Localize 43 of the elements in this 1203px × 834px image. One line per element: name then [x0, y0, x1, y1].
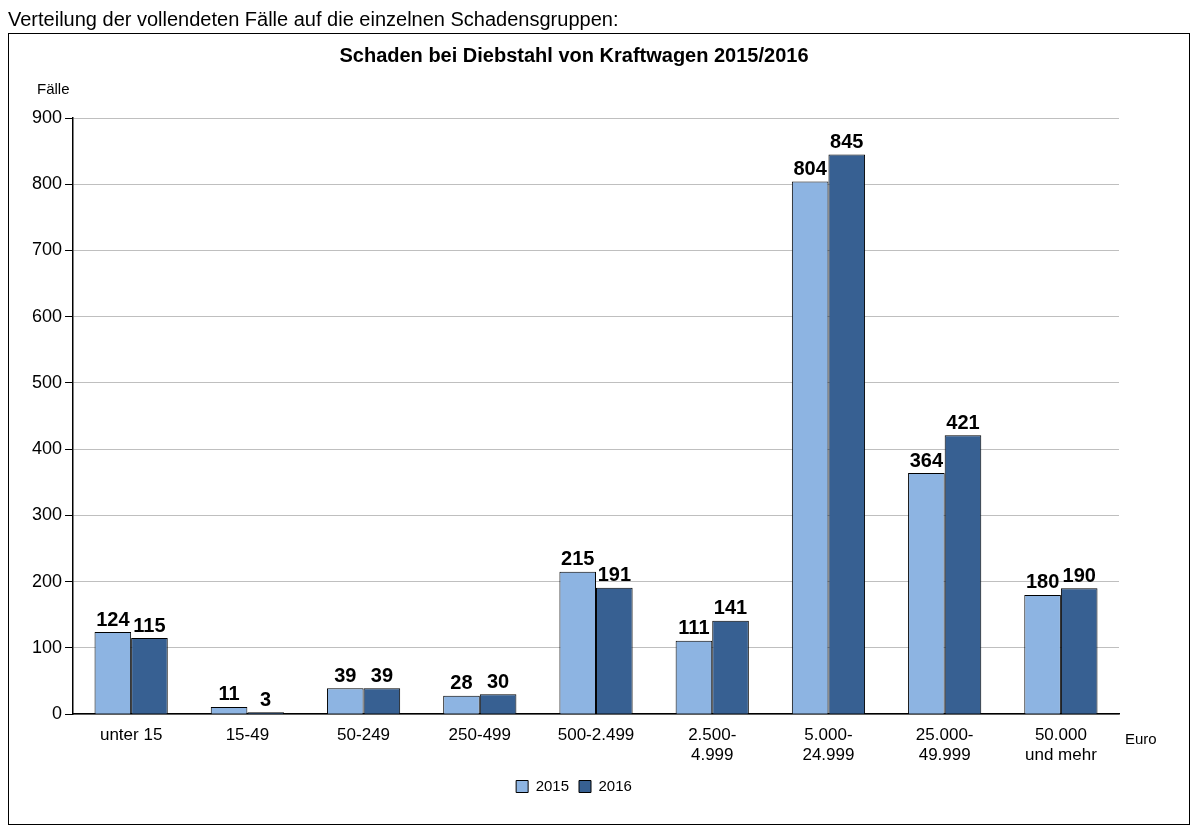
legend-label: 2015	[535, 776, 570, 794]
y-tick-label: 700	[31, 239, 63, 260]
y-tick-label: 500	[31, 371, 63, 392]
y-axis-title: Fälle	[37, 80, 70, 97]
x-tick-label: 500-2.499	[557, 725, 635, 745]
x-tick-label: unter 15	[99, 725, 163, 745]
y-tick-label: 800	[31, 173, 63, 194]
data-label: 141	[713, 596, 748, 619]
data-label: 3	[260, 687, 272, 710]
data-label: 845	[830, 129, 864, 152]
data-label: 215	[561, 547, 595, 570]
x-axis-title: Euro	[1125, 730, 1157, 748]
data-label: 124	[96, 607, 131, 630]
y-tick-label: 100	[31, 636, 63, 657]
y-tick-label: 300	[31, 504, 63, 525]
data-label: 180	[1025, 570, 1060, 593]
y-tick-label: 900	[31, 106, 63, 127]
data-label: 421	[946, 410, 980, 433]
x-tick-label: 50-249	[337, 725, 391, 745]
chart-title: Schaden bei Diebstahl von Kraftwagen 2015/2016	[339, 43, 809, 66]
x-tick-label: 250-499	[448, 725, 511, 745]
data-label: 364	[909, 448, 944, 471]
y-tick-label: 200	[31, 570, 63, 591]
x-tick-label: 50.000 und mehr	[1024, 725, 1098, 765]
x-tick-label: 15-49	[225, 725, 270, 745]
y-tick-label: 600	[31, 305, 63, 326]
data-label: 39	[334, 663, 357, 686]
x-tick-label: 5.000- 24.999	[802, 725, 855, 765]
data-label: 190	[1062, 563, 1096, 586]
x-tick-label: 25.000- 49.999	[915, 725, 974, 765]
data-label: 115	[133, 613, 166, 636]
data-label: 30	[486, 669, 510, 692]
text: Verteilung der vollendeten Fälle auf die einzelnen Schadensgruppen:	[8, 8, 620, 31]
y-tick-label: 400	[31, 438, 63, 459]
data-label: 111	[678, 616, 710, 639]
legend-label: 2016	[598, 776, 632, 794]
data-label: 28	[450, 671, 473, 694]
x-tick-label: 2.500- 4.999	[688, 725, 737, 765]
data-label: 11	[218, 682, 240, 705]
data-label: 39	[370, 663, 394, 686]
data-label: 191	[597, 563, 632, 586]
data-label: 804	[793, 157, 828, 180]
y-tick-label: 0	[52, 703, 63, 724]
